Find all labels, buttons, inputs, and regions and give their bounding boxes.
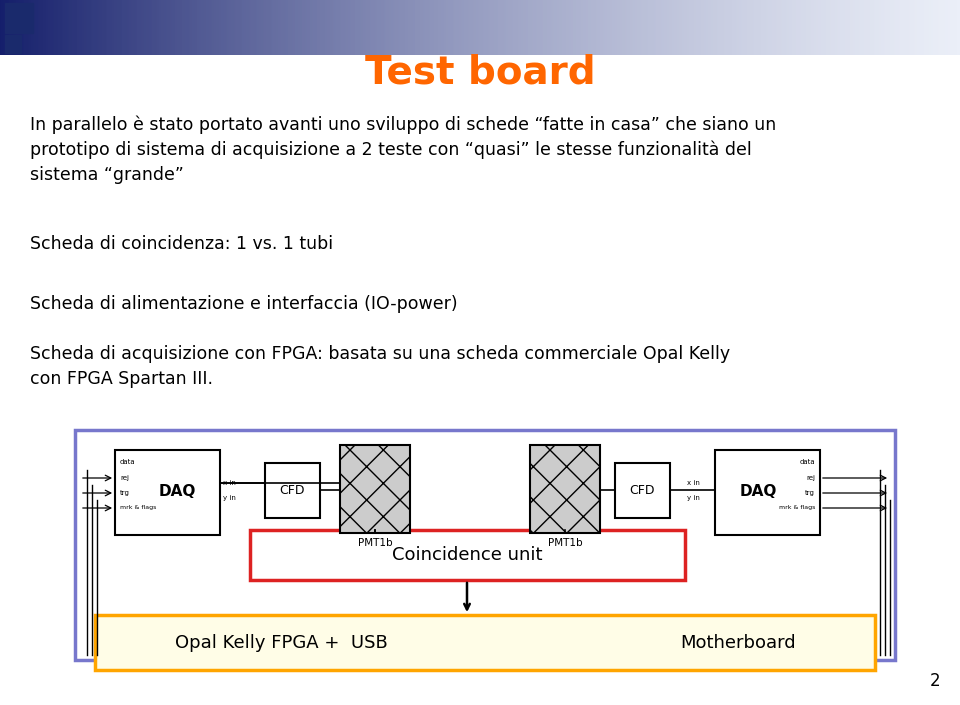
Text: CFD: CFD — [279, 484, 304, 496]
Text: y in: y in — [687, 495, 700, 501]
Text: Motherboard: Motherboard — [680, 634, 796, 652]
Bar — [95, 615, 875, 670]
Text: mrk & flags: mrk & flags — [779, 505, 815, 510]
Text: trg: trg — [120, 490, 130, 496]
Text: x in: x in — [687, 480, 700, 486]
Bar — [5, 3, 33, 33]
Text: trg: trg — [805, 490, 815, 496]
Bar — [250, 530, 685, 580]
Text: data: data — [800, 459, 815, 465]
Text: rej: rej — [120, 475, 129, 481]
Text: Test board: Test board — [365, 53, 595, 91]
Bar — [615, 463, 670, 518]
Text: Scheda di acquisizione con FPGA: basata su una scheda commerciale Opal Kelly
con: Scheda di acquisizione con FPGA: basata … — [30, 345, 731, 388]
Bar — [5, 35, 21, 53]
Text: rej: rej — [806, 475, 815, 481]
Text: 2: 2 — [929, 672, 940, 690]
Bar — [75, 430, 895, 660]
Bar — [715, 450, 820, 535]
Text: x in: x in — [223, 480, 236, 486]
Text: y in: y in — [223, 495, 236, 501]
Text: DAQ: DAQ — [739, 484, 777, 500]
Bar — [530, 445, 600, 533]
Text: Opal Kelly FPGA +  USB: Opal Kelly FPGA + USB — [175, 634, 388, 652]
Text: mrk & flags: mrk & flags — [120, 505, 156, 510]
Text: CFD: CFD — [629, 484, 655, 496]
Text: In parallelo è stato portato avanti uno sviluppo di schede “fatte in casa” che s: In parallelo è stato portato avanti uno … — [30, 115, 777, 184]
Text: PMT1b: PMT1b — [548, 538, 583, 548]
Bar — [340, 445, 410, 533]
Text: Scheda di coincidenza: 1 vs. 1 tubi: Scheda di coincidenza: 1 vs. 1 tubi — [30, 235, 333, 253]
Text: Scheda di alimentazione e interfaccia (IO-power): Scheda di alimentazione e interfaccia (I… — [30, 295, 458, 313]
Text: Coincidence unit: Coincidence unit — [392, 546, 542, 564]
Text: data: data — [120, 459, 135, 465]
Text: PMT1b: PMT1b — [358, 538, 393, 548]
Bar — [115, 450, 220, 535]
Bar — [265, 463, 320, 518]
Text: DAQ: DAQ — [158, 484, 196, 500]
